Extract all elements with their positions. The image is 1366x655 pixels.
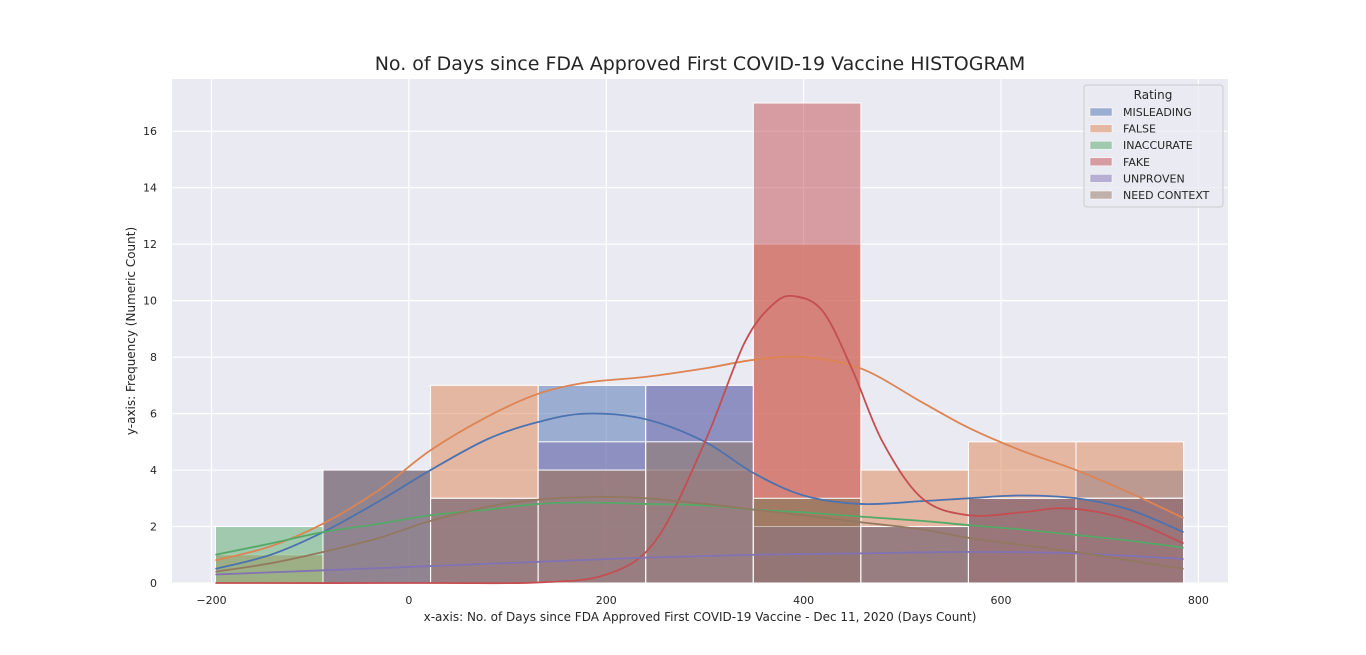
- kde-fake: [215, 294, 1184, 585]
- legend-swatch: [1089, 174, 1113, 183]
- legend-label: INACCURATE: [1123, 139, 1193, 152]
- kde-curves: [215, 294, 1184, 585]
- legend-label: FALSE: [1123, 123, 1156, 136]
- bar-need-context: [430, 497, 539, 584]
- y-axis-ticks: 0 2 4 6 8 10 12 14 16: [143, 125, 157, 590]
- y-tick-label: 8: [150, 351, 157, 364]
- y-tick-label: 14: [143, 182, 157, 195]
- legend-items: MISLEADING FALSE INACCURATE FAKE UNPROVEN NEE…: [1089, 106, 1210, 202]
- x-tick-label: 0: [405, 594, 412, 607]
- legend-swatch: [1089, 140, 1113, 150]
- y-tick-label: 16: [143, 125, 157, 138]
- legend-swatch: [1089, 190, 1113, 200]
- x-tick-label: 200: [596, 594, 617, 607]
- y-tick-label: 2: [150, 521, 157, 534]
- x-tick-label: 600: [991, 594, 1012, 607]
- legend-label: MISLEADING: [1123, 106, 1192, 119]
- chart-title: No. of Days since FDA Approved First COV…: [375, 53, 1026, 75]
- legend-label: UNPROVEN: [1123, 172, 1185, 185]
- x-tick-label: 400: [793, 594, 814, 607]
- bar-need-context: [537, 469, 647, 584]
- x-tick-label: 800: [1188, 594, 1209, 607]
- y-tick-label: 12: [143, 238, 157, 251]
- legend-title: Rating: [1134, 88, 1173, 102]
- legend-label: FAKE: [1123, 156, 1150, 169]
- legend-label: NEED CONTEXT: [1123, 189, 1210, 202]
- bar-need-context: [645, 441, 754, 584]
- bar-need-context: [860, 526, 969, 584]
- kde-false: [215, 355, 1184, 562]
- x-tick-label: −200: [196, 594, 226, 607]
- legend-swatch: [1089, 107, 1113, 117]
- x-axis-ticks: −200 0 200 400 600 800: [196, 594, 1209, 607]
- legend-swatch: [1089, 124, 1113, 133]
- legend: Rating MISLEADING FALSE INACCURATE FAKE UNPR…: [1083, 84, 1224, 208]
- legend-swatch: [1089, 157, 1113, 167]
- kde-need-context: [215, 495, 1184, 573]
- y-tick-label: 10: [143, 295, 157, 308]
- y-tick-label: 0: [150, 577, 157, 590]
- legend-frame: [1083, 84, 1224, 208]
- y-axis-label: y-axis: Frequency (Numeric Count): [124, 227, 138, 435]
- y-tick-label: 4: [150, 464, 157, 477]
- kde-inaccurate: [215, 501, 1184, 556]
- y-tick-label: 6: [150, 408, 157, 421]
- kde-unproven: [215, 551, 1184, 576]
- x-axis-label: x-axis: No. of Days since FDA Approved F…: [424, 610, 977, 624]
